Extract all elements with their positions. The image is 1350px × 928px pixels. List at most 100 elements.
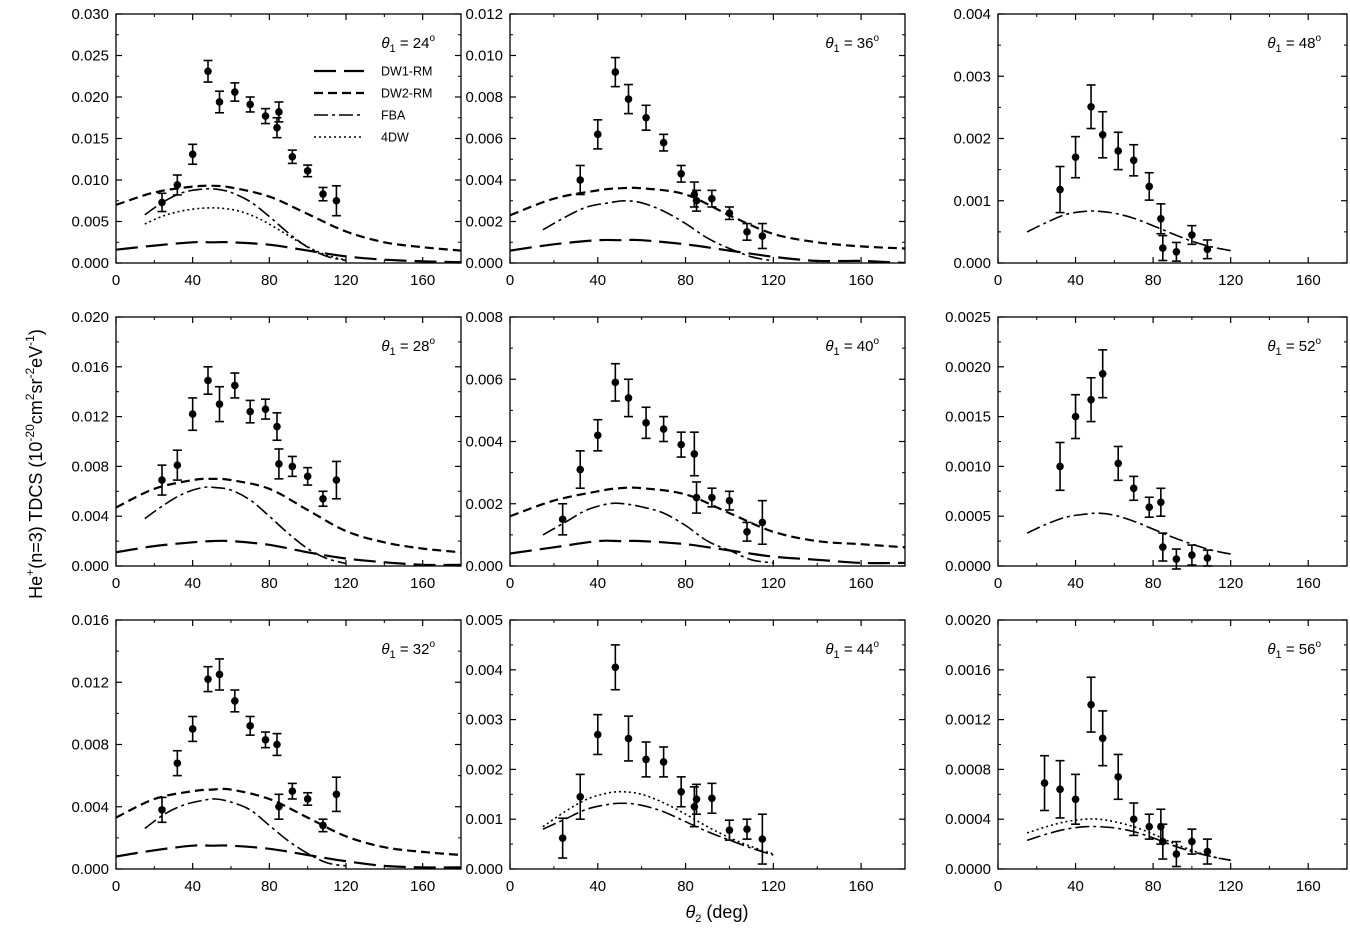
y-axis-title-text: (n=3) TDCS (10	[26, 442, 46, 569]
x-axis-title-subscript: 2	[695, 913, 701, 925]
data-point	[245, 715, 255, 736]
data-marker	[188, 725, 197, 733]
y-tick-label: 0.0020	[945, 612, 991, 629]
panel-title-symbol: θ	[381, 35, 389, 52]
data-marker	[1157, 498, 1165, 507]
data-marker	[1056, 185, 1064, 194]
data-point	[689, 786, 699, 828]
data-marker	[246, 722, 254, 730]
data-point	[724, 490, 734, 511]
data-point	[641, 104, 651, 131]
panel-title: θ1 = 56o	[1267, 639, 1321, 661]
data-marker	[332, 196, 341, 205]
data-point	[707, 487, 717, 508]
data-point	[610, 644, 620, 691]
data-point	[274, 448, 284, 480]
data-marker	[1056, 785, 1064, 794]
data-marker	[204, 67, 212, 76]
theory-curves	[1026, 210, 1231, 252]
data-marker	[332, 790, 341, 799]
data-marker	[659, 425, 668, 433]
data-point	[1144, 171, 1154, 201]
data-point	[676, 431, 686, 458]
x-tick-label: 160	[849, 878, 874, 895]
legend-label: 4DW	[381, 131, 409, 145]
panel-title-subscript: 1	[834, 43, 840, 55]
data-point	[692, 189, 702, 212]
data-marker	[677, 169, 685, 178]
y-tick-label: 0.000	[71, 558, 109, 575]
y-tick-label: 0.016	[71, 612, 109, 629]
series-line-dw1-rm	[510, 238, 905, 263]
panel-title-degree: o	[429, 336, 435, 347]
x-tick-label: 80	[261, 575, 278, 592]
x-tick-label: 120	[333, 575, 358, 592]
data-marker	[261, 112, 270, 120]
panel-title-degree: o	[1315, 336, 1321, 347]
data-marker	[1040, 779, 1049, 787]
data-marker	[275, 802, 283, 811]
series-line-fba	[1026, 825, 1231, 862]
data-point	[331, 776, 341, 813]
data-marker	[303, 795, 312, 803]
data-marker	[692, 196, 701, 205]
panel: 0 40 80 120 160 0.000 0.001 0.002 0.003 0.004 θ1 =…	[953, 6, 1348, 289]
x-tick-label: 80	[261, 272, 278, 289]
data-point	[203, 59, 213, 83]
data-marker	[558, 515, 567, 524]
data-marker	[246, 407, 254, 416]
data-marker	[1129, 484, 1138, 493]
y-tick-label: 0.000	[953, 255, 991, 272]
panel-title: θ1 = 36o	[825, 33, 879, 55]
x-axis-title: θ2 (deg)	[686, 902, 749, 925]
y-tick-label: 0.003	[953, 68, 991, 85]
panel-title-degree: o	[873, 639, 879, 650]
data-marker	[275, 460, 283, 468]
x-tick-label: 80	[677, 272, 694, 289]
data-point	[1187, 544, 1197, 566]
data-marker	[215, 98, 224, 106]
x-tick-label: 40	[589, 878, 606, 895]
y-tick-label: 0.000	[71, 255, 109, 272]
data-marker	[1114, 773, 1123, 781]
y-tick-label: 0.004	[465, 434, 503, 451]
data-marker	[1203, 554, 1212, 562]
data-point	[331, 185, 341, 217]
data-point	[676, 776, 686, 808]
y-tick-label: 0.002	[953, 131, 991, 148]
data-marker	[261, 736, 270, 744]
series-line-fba	[542, 199, 774, 262]
data-point	[157, 796, 167, 824]
data-point	[1158, 234, 1168, 262]
data-point	[1158, 823, 1168, 860]
data-marker	[1056, 462, 1064, 471]
x-tick-label: 0	[994, 575, 1002, 592]
y-axis-title-superscript: +	[23, 569, 37, 576]
data-marker	[611, 378, 620, 387]
data-marker	[319, 821, 327, 830]
y-tick-label: 0.000	[465, 255, 503, 272]
data-marker	[1172, 247, 1181, 256]
data-point	[742, 521, 752, 542]
series-line-dw2-rm	[510, 186, 905, 250]
series-line-dw2-rm	[116, 787, 461, 857]
series-line-dw2-rm	[116, 477, 461, 554]
panel-title-value: = 56	[1282, 641, 1316, 658]
panel-title-subscript: 1	[1276, 43, 1282, 55]
data-point	[1187, 828, 1197, 855]
data-point	[1202, 838, 1212, 865]
data-marker	[725, 826, 734, 834]
data-point	[676, 164, 686, 183]
data-marker	[1159, 244, 1167, 252]
series-line-fba	[1026, 210, 1231, 252]
legend-label: DW2-RM	[381, 87, 432, 101]
x-tick-label: 40	[589, 575, 606, 592]
data-point	[274, 101, 284, 123]
data-marker	[1145, 822, 1154, 831]
x-tick-label: 120	[1218, 272, 1243, 289]
data-point	[692, 481, 702, 514]
data-point	[245, 96, 255, 113]
y-tick-label: 0.002	[465, 496, 503, 513]
data-marker	[1098, 130, 1107, 139]
data-point	[1202, 549, 1212, 567]
